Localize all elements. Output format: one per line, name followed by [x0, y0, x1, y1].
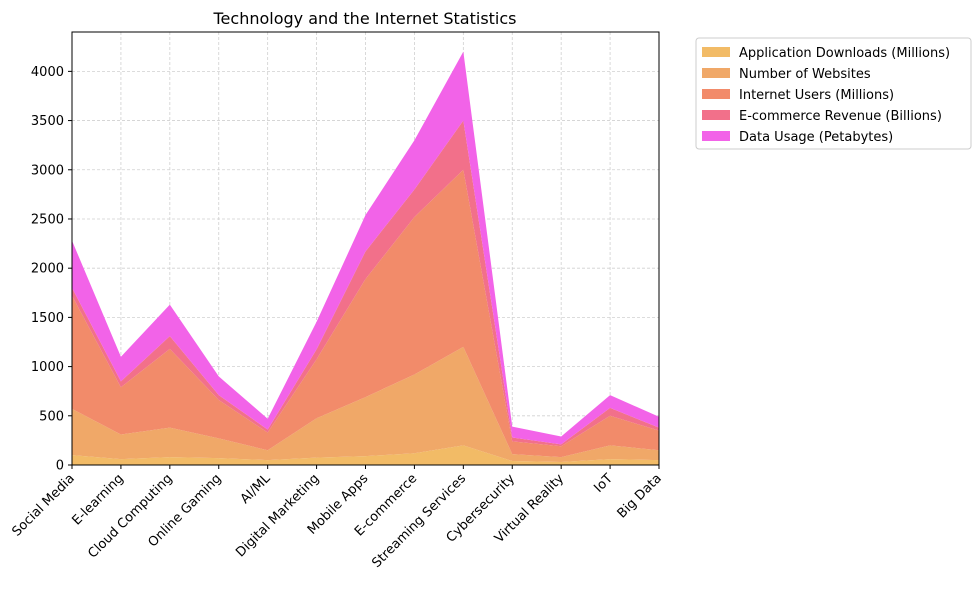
x-tick-label: IoT	[591, 471, 616, 496]
y-axis: 0 500 1000 1500 2000 2500 3000 3500 4000	[31, 65, 72, 474]
y-tick-label: 3000	[31, 163, 64, 178]
x-tick-label: Social Media	[9, 471, 77, 539]
y-tick-label: 2500	[31, 212, 64, 227]
area-series-layer	[72, 51, 659, 465]
legend-swatch	[702, 89, 730, 99]
legend-label: Number of Websites	[739, 67, 871, 82]
area-series-4	[72, 51, 659, 445]
x-tick-label: AI/ML	[238, 471, 274, 507]
y-tick-label: 0	[56, 459, 64, 474]
area-series-0	[72, 445, 659, 465]
y-tick-label: 3500	[31, 114, 64, 129]
legend: Application Downloads (Millions) Number o…	[695, 37, 972, 150]
chart-title: Technology and the Internet Statistics	[213, 9, 517, 28]
legend-label: E-commerce Revenue (Billions)	[739, 109, 942, 124]
legend-swatch	[702, 110, 730, 120]
y-tick-label: 4000	[31, 65, 64, 80]
legend-swatch	[702, 47, 730, 57]
x-tick-label: Streaming Services	[369, 471, 469, 571]
legend-swatch	[702, 68, 730, 78]
legend-box	[695, 37, 972, 150]
legend-label: Application Downloads (Millions)	[739, 46, 950, 61]
area-series-2	[72, 169, 659, 458]
x-tick-label: Digital Marketing	[233, 471, 322, 560]
y-tick-label: 500	[39, 409, 64, 424]
y-tick-label: 1500	[31, 311, 64, 326]
legend-label: Data Usage (Petabytes)	[739, 130, 893, 145]
x-tick-label: Big Data	[615, 471, 665, 521]
y-tick-label: 2000	[31, 262, 64, 277]
y-tick-label: 1000	[31, 360, 64, 375]
area-series-1	[72, 346, 659, 463]
x-tick-label: Cloud Computing	[85, 471, 175, 561]
legend-swatch	[702, 131, 730, 141]
legend-label: Internet Users (Millions)	[739, 88, 894, 103]
